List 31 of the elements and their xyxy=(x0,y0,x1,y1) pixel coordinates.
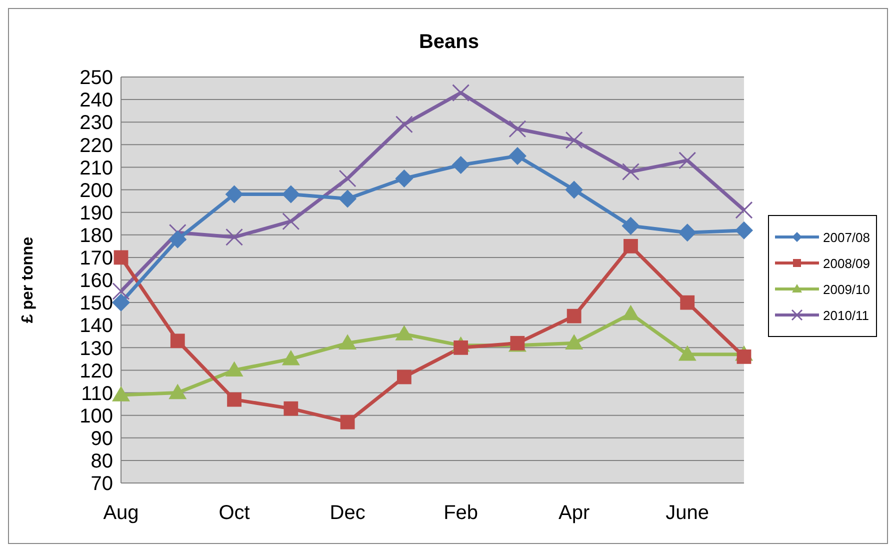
y-tick-label: 200 xyxy=(80,180,113,202)
y-tick-label: 110 xyxy=(81,382,113,405)
y-tick-label: 120 xyxy=(80,360,113,382)
legend-label: 2008/09 xyxy=(823,256,870,270)
y-tick-label: 150 xyxy=(80,292,113,315)
x-tick-label: Oct xyxy=(218,502,250,524)
chart-title: Beans xyxy=(418,31,480,54)
y-tick-label: 170 xyxy=(80,248,113,270)
x-tick-label: Dec xyxy=(330,502,366,524)
y-tick-label: 210 xyxy=(80,157,113,180)
x-tick-label: Feb xyxy=(444,502,478,524)
y-tick-label: 70 xyxy=(90,473,113,496)
y-tick-label: 130 xyxy=(80,338,113,360)
x-tick-label: Aug xyxy=(103,502,139,524)
legend-label: 2007/08 xyxy=(823,230,870,244)
legend-label: 2010/11 xyxy=(823,308,870,322)
y-tick-label: 100 xyxy=(80,405,113,428)
y-axis-title: £ per tonne xyxy=(20,236,37,324)
y-tick-label: 160 xyxy=(80,270,113,292)
y-tick-label: 230 xyxy=(80,112,113,134)
y-tick-label: 190 xyxy=(80,202,113,224)
y-tick-label: 180 xyxy=(80,224,113,247)
y-tick-label: 220 xyxy=(80,134,113,157)
y-tick-label: 140 xyxy=(80,315,113,338)
x-tick-label: Apr xyxy=(558,502,590,524)
y-tick-label: 250 xyxy=(80,67,113,90)
legend-label: 2009/10 xyxy=(823,282,870,296)
y-tick-label: 80 xyxy=(90,450,113,473)
x-tick-label: June xyxy=(666,502,710,524)
y-tick-label: 90 xyxy=(90,428,113,450)
y-tick-label: 240 xyxy=(80,90,113,112)
